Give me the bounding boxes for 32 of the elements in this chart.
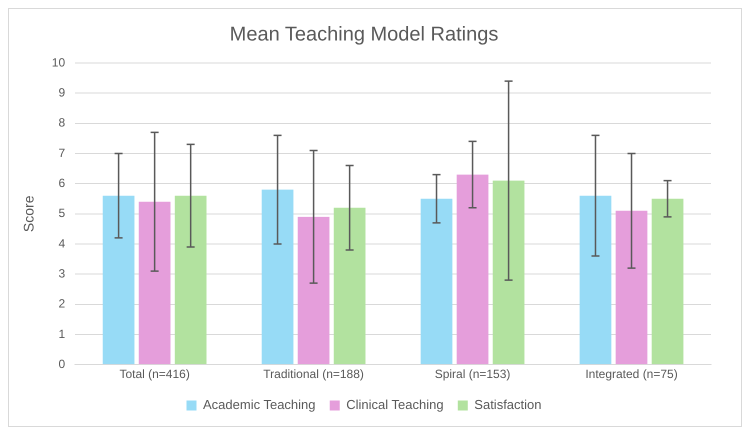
bar <box>492 180 524 364</box>
bar <box>102 196 134 364</box>
bar <box>616 210 648 364</box>
x-tick-label: Spiral (n=153) <box>434 367 510 382</box>
y-tick-label: 9 <box>58 85 66 100</box>
bar <box>652 198 684 364</box>
bar <box>174 196 207 364</box>
bar <box>580 196 612 364</box>
bar <box>420 198 452 364</box>
bar <box>262 190 294 364</box>
bar <box>334 208 366 364</box>
bar <box>298 216 330 364</box>
legend-label: Clinical Teaching <box>346 397 444 412</box>
bar <box>456 174 488 364</box>
y-tick-label: 10 <box>52 55 66 70</box>
x-tick-label: Integrated (n=75) <box>585 367 678 382</box>
x-tick-label: Traditional (n=188) <box>263 367 364 382</box>
legend-label: Academic Teaching <box>203 397 316 412</box>
y-tick-label: 2 <box>58 296 66 311</box>
legend-label: Satisfaction <box>474 397 542 412</box>
x-tick-label: Total (n=416) <box>119 367 190 382</box>
y-tick-label: 1 <box>58 326 66 341</box>
y-tick-label: 5 <box>58 206 66 220</box>
y-axis-title: Score <box>20 195 36 232</box>
y-tick-label: 3 <box>58 266 66 280</box>
y-tick-label: 7 <box>58 146 66 160</box>
bar <box>138 202 170 364</box>
y-tick-label: 0 <box>58 356 66 371</box>
y-tick-label: 8 <box>58 116 66 130</box>
y-tick-label: 6 <box>58 176 66 190</box>
y-tick-label: 4 <box>58 236 66 250</box>
chart-title: Mean Teaching Model Ratings <box>230 24 498 46</box>
